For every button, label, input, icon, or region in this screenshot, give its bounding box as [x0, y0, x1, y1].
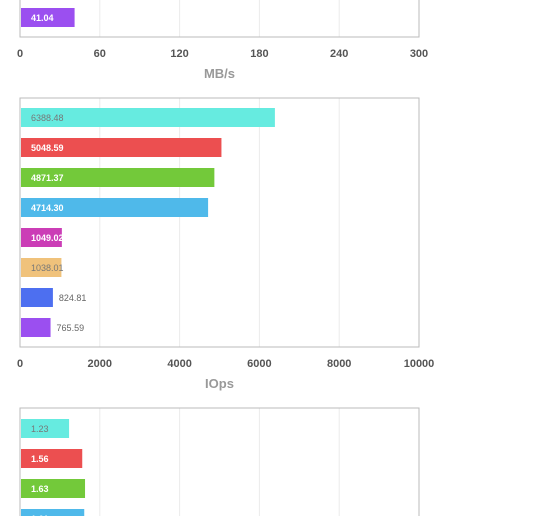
latency-bar-value-label: 1.63 [31, 484, 49, 494]
iops-bar [21, 258, 62, 277]
throughput-x-tick-label: 300 [410, 48, 428, 60]
iops-x-axis-label: IOps [205, 376, 234, 391]
iops-bar [21, 228, 62, 247]
iops-bar-value-label: 824.81 [59, 293, 87, 303]
latency-chart-svg: 1.23 1.56 1.63 1.61 [19, 407, 420, 516]
iops-bar [21, 138, 222, 157]
throughput-x-axis-label: MB/s [204, 66, 235, 81]
throughput-x-tick-label: 120 [170, 48, 188, 60]
latency-bar-value-label: 1.23 [31, 424, 49, 434]
iops-bar-value-label: 1038.01 [31, 263, 64, 273]
iops-bar-value-label: 4714.30 [31, 203, 64, 213]
latency-bar [21, 479, 86, 498]
iops-bar-value-label: 6388.48 [31, 113, 64, 123]
iops-x-tick-label: 6000 [247, 358, 271, 370]
throughput-x-tick-label: 180 [250, 48, 268, 60]
latency-bar [21, 419, 70, 438]
latency-bar [21, 509, 85, 516]
iops-x-tick-label: 8000 [327, 358, 351, 370]
iops-bar-value-label: 4871.37 [31, 173, 64, 183]
iops-x-tick-label: 2000 [88, 358, 112, 370]
latency-bar-value-label: 1.61 [31, 514, 49, 516]
iops-bar-value-label: 1049.02 [31, 233, 64, 243]
throughput-bar-value-label: 41.04 [31, 13, 54, 23]
throughput-chart: 41.04 0 60 120 180 240 300 MB/s [0, 0, 560, 90]
throughput-x-tick-label: 60 [94, 48, 106, 60]
iops-bar [21, 168, 215, 187]
throughput-x-tick-label: 240 [330, 48, 348, 60]
latency-plot-frame [19, 407, 420, 516]
iops-bar-value-label: 5048.59 [31, 143, 64, 153]
iops-bar [21, 198, 209, 217]
throughput-x-tick-label: 0 [17, 48, 23, 60]
iops-bar [21, 108, 275, 127]
iops-bar [21, 318, 51, 337]
latency-chart: 1.23 1.56 1.63 1.61 [0, 400, 560, 516]
iops-x-tick-label: 4000 [167, 358, 191, 370]
iops-bar [21, 288, 53, 307]
iops-plot-frame [19, 97, 420, 348]
throughput-chart-svg: 41.04 0 60 120 180 240 300 MB/s [17, 0, 428, 81]
latency-bar-value-label: 1.56 [31, 454, 49, 464]
iops-chart: 6388.48 5048.59 4871.37 4714.30 1049.02 1038.… [0, 90, 560, 400]
iops-chart-svg: 6388.48 5048.59 4871.37 4714.30 1049.02 1038.… [17, 97, 435, 391]
iops-x-tick-label: 0 [17, 358, 23, 370]
latency-bar [21, 449, 83, 468]
throughput-bar [21, 8, 75, 27]
iops-x-tick-label: 10000 [404, 358, 435, 370]
iops-bar-value-label: 765.59 [57, 323, 85, 333]
throughput-plot-frame [19, 0, 420, 38]
